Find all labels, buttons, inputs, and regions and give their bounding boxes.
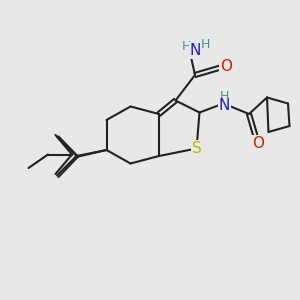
Text: H: H: [220, 90, 229, 104]
Text: N: N: [190, 43, 201, 58]
Text: N: N: [219, 98, 230, 113]
Text: S: S: [192, 141, 201, 156]
Text: O: O: [220, 59, 232, 74]
Text: H: H: [201, 38, 210, 52]
Text: H: H: [181, 40, 191, 53]
Text: O: O: [252, 136, 264, 151]
